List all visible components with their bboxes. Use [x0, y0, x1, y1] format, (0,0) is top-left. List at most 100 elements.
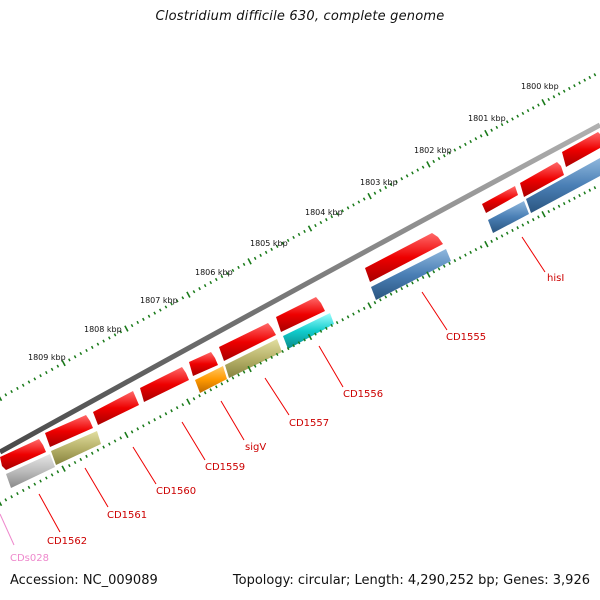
scale-minor-tick: [557, 92, 561, 96]
scale-minor-tick: [102, 339, 105, 343]
scale-minor-tick: [170, 302, 173, 306]
scale-minor-tick: [275, 244, 279, 248]
scale-major-tick: [247, 365, 252, 373]
gene-arrow[interactable]: [562, 132, 600, 167]
scale-minor-tick: [583, 78, 587, 82]
scale-major-tick: [426, 271, 431, 278]
scale-minor-tick: [373, 191, 377, 195]
gene-label-cd1556[interactable]: CD1556: [343, 389, 383, 400]
gene-arrow[interactable]: [6, 454, 55, 488]
scale-minor-tick: [389, 182, 393, 187]
gene-arrow[interactable]: [371, 249, 451, 300]
scale-minor-tick: [568, 199, 571, 203]
scale-minor-tick: [192, 397, 196, 401]
scale-minor-tick: [45, 370, 48, 375]
scale-minor-tick: [68, 464, 71, 468]
gene-label-cd1557[interactable]: CD1557: [289, 418, 329, 429]
scale-minor-tick: [352, 312, 355, 316]
scale-minor-tick: [341, 209, 344, 213]
gene-arrow[interactable]: [482, 186, 518, 213]
scale-minor-tick: [458, 145, 462, 149]
gene-arrow[interactable]: [189, 352, 218, 376]
scale-minor-tick: [437, 267, 441, 271]
scale-minor-tick: [164, 305, 168, 309]
gene-arrow[interactable]: [0, 439, 46, 470]
scale-minor-tick: [593, 186, 597, 190]
scale-minor-tick: [352, 203, 355, 207]
gene-label-cds028[interactable]: CDs028: [10, 553, 49, 564]
scale-minor-tick: [521, 223, 525, 227]
gene-arrow[interactable]: [195, 366, 227, 393]
scale-minor-tick: [442, 264, 446, 268]
gene-arrow[interactable]: [51, 431, 101, 465]
scale-minor-tick: [521, 111, 525, 115]
scale-minor-tick: [411, 281, 414, 285]
scale-minor-tick: [557, 204, 561, 208]
gene-arrow[interactable]: [520, 162, 564, 197]
scale-minor-tick: [10, 495, 13, 499]
scale-minor-tick: [198, 394, 201, 398]
scale-minor-tick: [325, 218, 328, 222]
scale-minor-tick: [108, 442, 111, 446]
scale-minor-tick: [259, 361, 262, 365]
gene-label-cd1559[interactable]: CD1559: [205, 462, 245, 473]
scale-major-tick: [307, 333, 313, 341]
gene-label-cd1562[interactable]: CD1562: [47, 536, 87, 547]
scale-minor-tick: [516, 226, 519, 230]
scale-minor-tick: [130, 430, 134, 434]
gene-label-cd1555[interactable]: CD1555: [446, 332, 486, 343]
scale-minor-tick: [10, 390, 13, 394]
scale-minor-tick: [198, 287, 201, 291]
gene-arrow[interactable]: [526, 158, 600, 213]
scale-minor-tick: [453, 259, 457, 263]
gene-arrow[interactable]: [276, 297, 325, 332]
scale-minor-tick: [442, 154, 446, 158]
gene-label-cd1561[interactable]: CD1561: [107, 510, 147, 521]
scale-minor-tick: [479, 245, 483, 249]
gene-arrow[interactable]: [225, 339, 282, 378]
topology-text: Topology: circular; Length: 4,290,252 bp…: [232, 573, 590, 588]
scale-minor-tick: [90, 345, 94, 349]
scale-minor-tick: [469, 139, 472, 144]
scale-minor-tick: [421, 165, 425, 169]
scale-minor-tick: [511, 228, 514, 233]
gene-arrow[interactable]: [93, 391, 139, 425]
scale-minor-tick: [231, 268, 235, 272]
scale-minor-tick: [181, 403, 185, 407]
scale-minor-tick: [203, 391, 207, 395]
scale-minor-tick: [400, 286, 404, 291]
scale-minor-tick: [526, 109, 530, 113]
scale-minor-tick: [405, 284, 409, 288]
gene-arrow[interactable]: [488, 201, 529, 233]
scale-minor-tick: [297, 341, 301, 345]
gene-arrow[interactable]: [45, 415, 93, 447]
scale-minor-tick: [27, 485, 31, 489]
gene-arrow[interactable]: [365, 233, 443, 282]
gene-arrow[interactable]: [283, 313, 334, 349]
accession-text: Accession: NC_009089: [10, 573, 158, 588]
scale-minor-tick: [292, 235, 295, 239]
gene-arrow[interactable]: [140, 367, 189, 402]
scale-minor-tick: [335, 212, 339, 216]
scale-minor-tick: [588, 188, 592, 192]
scale-minor-tick: [405, 174, 409, 178]
scale-major-tick: [367, 192, 372, 200]
scale-minor-tick: [432, 159, 436, 164]
gene-label-cd1560[interactable]: CD1560: [156, 486, 196, 497]
scale-minor-tick: [379, 298, 382, 302]
scale-major-tick: [124, 431, 129, 439]
scale-minor-tick: [319, 329, 323, 333]
scale-minor-tick: [264, 358, 268, 362]
gene-label-hisI[interactable]: hisI: [547, 273, 564, 284]
scale-minor-tick: [335, 321, 339, 325]
scale-minor-tick: [495, 237, 499, 241]
gene-arrow[interactable]: [219, 323, 276, 361]
gene-label-sigV[interactable]: sigV: [245, 442, 266, 453]
scale-minor-tick: [33, 482, 37, 486]
scale-minor-tick: [220, 382, 224, 386]
scale-minor-tick: [562, 201, 566, 206]
scale-label-1804: 1804 kbp: [305, 208, 343, 217]
scale-minor-tick: [568, 86, 571, 91]
label-leader-lines: [0, 236, 546, 546]
